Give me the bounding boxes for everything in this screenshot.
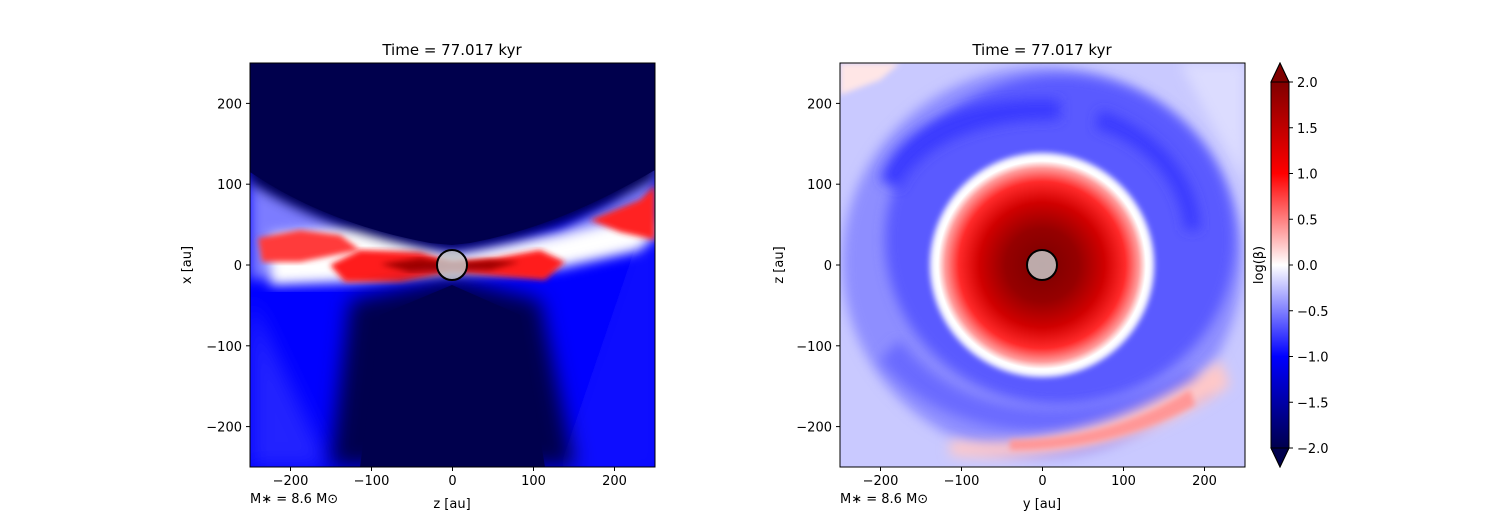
right-ylabel: z [au] — [772, 246, 787, 283]
right-ytick-label: 200 — [807, 97, 832, 112]
colorbar-tick-label: −2.0 — [1297, 442, 1329, 457]
right-ytick-label: 0 — [824, 259, 832, 274]
left-xtick-label: 100 — [521, 474, 546, 489]
left-ytick-label: 0 — [234, 259, 242, 274]
left-xtick-label: 0 — [448, 474, 456, 489]
colorbar-label: log(β) — [1252, 246, 1267, 284]
colorbar-tick-label: −1.5 — [1297, 396, 1329, 411]
colorbar: 2.0 1.5 1.0 0.5 0.0 −0.5 −1.0 −1.5 −2.0 log(β) — [1252, 61, 1329, 469]
colorbar-extend-bottom — [1270, 447, 1290, 469]
left-xtick-label: 200 — [602, 474, 627, 489]
right-xtick-label: −100 — [944, 474, 980, 489]
left-annotation: M∗ = 8.6 M⊙ — [250, 492, 338, 507]
colorbar-tick-label: 0.5 — [1297, 213, 1318, 228]
colorbar-tick-label: 0.0 — [1297, 259, 1318, 274]
right-heatmap — [840, 63, 1245, 467]
right-xlabel: y [au] — [1023, 497, 1061, 512]
left-ticks: −200 −100 0 100 200 −200 −100 0 100 200 — [206, 97, 627, 489]
right-annotation: M∗ = 8.6 M⊙ — [840, 492, 928, 507]
left-ytick-label: −100 — [206, 340, 242, 355]
colorbar-tick-label: 1.0 — [1297, 168, 1318, 183]
right-xtick-label: −200 — [863, 474, 899, 489]
left-xlabel: z [au] — [433, 497, 470, 512]
colorbar-tick-label: −1.0 — [1297, 351, 1329, 366]
right-xtick-label: 200 — [1192, 474, 1217, 489]
right-title: Time = 77.017 kyr — [971, 41, 1112, 59]
right-xtick-label: 0 — [1038, 474, 1046, 489]
left-ylabel: x [au] — [180, 246, 195, 284]
colorbar-extend-top — [1270, 61, 1290, 83]
colorbar-tick-label: 2.0 — [1297, 76, 1318, 91]
left-title: Time = 77.017 kyr — [381, 41, 522, 59]
colorbar-tick-label: −0.5 — [1297, 305, 1329, 320]
right-ytick-label: −100 — [796, 340, 832, 355]
left-heatmap — [250, 63, 655, 467]
left-ytick-label: 200 — [217, 97, 242, 112]
right-ticks: −200 −100 0 100 200 −200 −100 0 100 200 — [796, 97, 1217, 489]
left-ytick-label: 100 — [217, 178, 242, 193]
left-xtick-label: −100 — [354, 474, 390, 489]
right-ytick-label: −200 — [796, 421, 832, 436]
left-panel: Time = 77.017 kyr −200 −100 0 100 200 −200 −10… — [180, 41, 656, 512]
right-panel: Time = 77.017 kyr −200 −100 0 100 200 −200 −10… — [772, 41, 1246, 512]
colorbar-tick-label: 1.5 — [1297, 122, 1318, 137]
colorbar-gradient — [1271, 82, 1289, 448]
left-xtick-label: −200 — [273, 474, 309, 489]
right-xtick-label: 100 — [1111, 474, 1136, 489]
right-ytick-label: 100 — [807, 178, 832, 193]
left-ytick-label: −200 — [206, 421, 242, 436]
colorbar-ticks: 2.0 1.5 1.0 0.5 0.0 −0.5 −1.0 −1.5 −2.0 — [1289, 76, 1329, 457]
left-sink-circle — [436, 249, 468, 281]
right-sink-circle — [1026, 249, 1058, 281]
